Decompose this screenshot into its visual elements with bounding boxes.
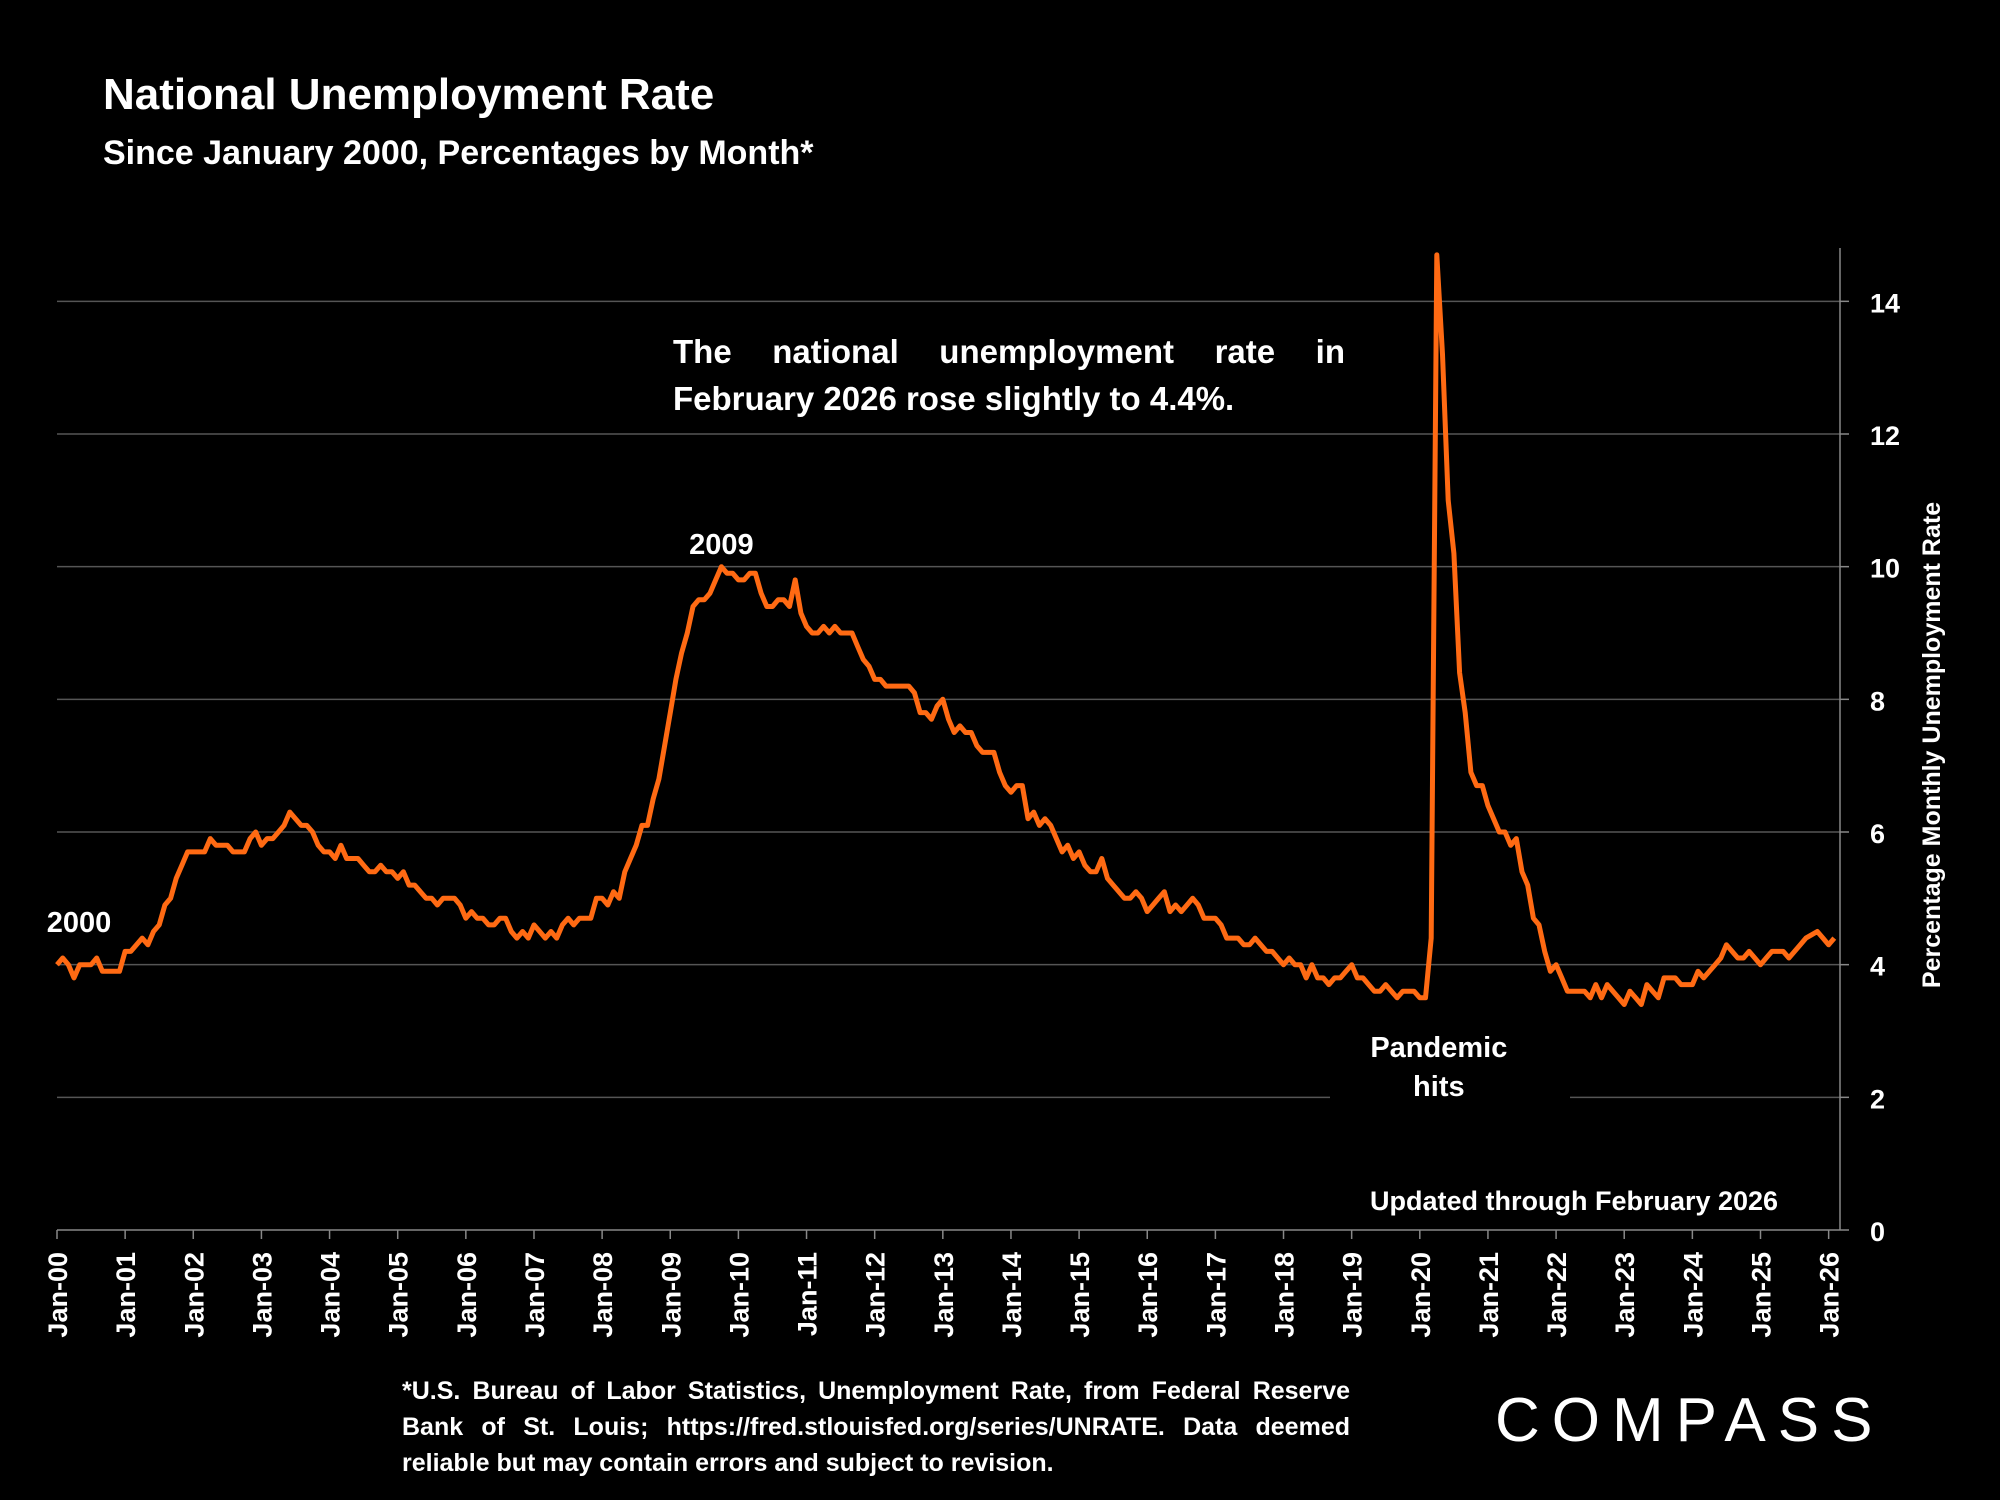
annotation-2009: 2009 — [689, 529, 754, 561]
x-tick-label: Jan-03 — [247, 1252, 277, 1338]
x-tick-label: Jan-19 — [1338, 1252, 1368, 1338]
y-tick-label: 12 — [1870, 421, 1900, 451]
x-tick-label: Jan-11 — [793, 1252, 823, 1336]
x-tick-label: Jan-26 — [1815, 1252, 1845, 1338]
x-tick-label: Jan-16 — [1133, 1252, 1163, 1338]
x-tick-label: Jan-22 — [1542, 1252, 1572, 1338]
x-tick-label: Jan-08 — [588, 1252, 618, 1338]
y-axis-title: Percentage Monthly Unemployment Rate — [1918, 502, 1946, 988]
x-tick-label: Jan-24 — [1678, 1252, 1708, 1338]
gridlines — [57, 300, 1840, 1099]
axes — [56, 248, 1849, 1239]
y-tick-label: 4 — [1870, 952, 1885, 982]
chart-subtitle: Since January 2000, Percentages by Month… — [103, 134, 814, 172]
source-footnote: *U.S. Bureau of Labor Statistics, Unempl… — [402, 1377, 1350, 1477]
x-tick-label: Jan-10 — [724, 1252, 754, 1338]
x-tick-label: Jan-20 — [1406, 1252, 1436, 1338]
x-tick-label: Jan-01 — [111, 1252, 141, 1338]
annotation-pandemic: Pandemic hits — [1370, 1032, 1507, 1103]
x-tick-label: Jan-21 — [1474, 1252, 1504, 1338]
x-tick-label: Jan-15 — [1065, 1252, 1095, 1338]
x-tick-label: Jan-17 — [1201, 1252, 1231, 1338]
x-tick-label: Jan-05 — [384, 1252, 414, 1338]
x-tick-label: Jan-00 — [43, 1252, 73, 1338]
x-tick-label: Jan-12 — [861, 1252, 891, 1338]
x-tick-label: Jan-02 — [179, 1252, 209, 1338]
x-tick-label: Jan-18 — [1270, 1252, 1300, 1338]
chart-title: National Unemployment Rate — [103, 70, 715, 119]
series-line-unemployment-rate — [55, 252, 1837, 1007]
x-tick-label: Jan-06 — [452, 1252, 482, 1338]
x-tick-label: Jan-23 — [1610, 1252, 1640, 1338]
y-tick-label: 8 — [1870, 686, 1885, 716]
x-tick-label: Jan-14 — [997, 1252, 1027, 1338]
logo-wordmark: COMPASS — [1495, 1386, 1884, 1455]
annotation-2000: 2000 — [47, 907, 112, 939]
compass-logo: COMPASS — [1495, 1386, 1884, 1455]
x-tick-label: Jan-07 — [520, 1252, 550, 1338]
y-tick-label: 6 — [1870, 819, 1885, 849]
x-tick-label: Jan-04 — [316, 1252, 346, 1338]
x-tick-label: Jan-13 — [929, 1252, 959, 1338]
summary-annotation: The national unemployment rate in Februa… — [673, 333, 1345, 417]
x-tick-label: Jan-09 — [656, 1252, 686, 1338]
y-tick-label: 14 — [1870, 288, 1900, 318]
y-tick-label: 10 — [1870, 554, 1900, 584]
x-tick-label: Jan-25 — [1747, 1252, 1777, 1338]
series-layer — [55, 252, 1837, 1007]
labels: 0 2 4 6 8 10 12 14 Jan-00 Jan-01 Jan-02 Jan-03 Jan-0… — [43, 288, 1946, 1337]
updated-note: Updated through February 2026 — [1370, 1186, 1779, 1216]
y-tick-label: 2 — [1870, 1084, 1885, 1114]
y-tick-label: 0 — [1870, 1217, 1885, 1247]
